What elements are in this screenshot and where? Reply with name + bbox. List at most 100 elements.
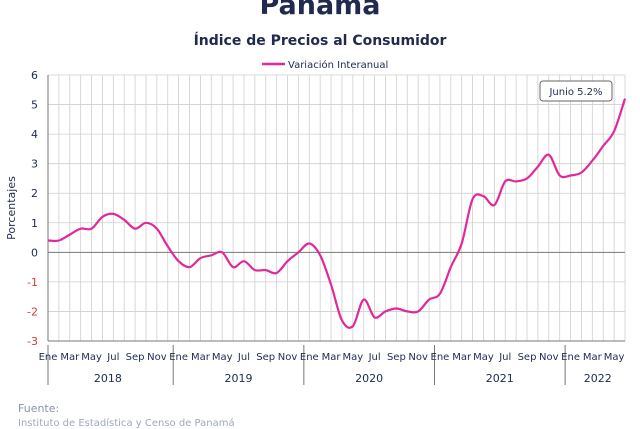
data-point	[438, 292, 441, 295]
x-tick-label: Sep	[387, 352, 406, 363]
data-point	[188, 266, 191, 269]
x-tick-label: Ene	[431, 352, 450, 363]
y-tick-label: -3	[27, 335, 38, 348]
axis-layer	[47, 75, 625, 385]
data-point	[68, 233, 71, 236]
x-tick-label: Nov	[408, 352, 428, 363]
data-point	[231, 266, 234, 269]
x-tick-label: Ene	[169, 352, 188, 363]
x-tick-label: Jul	[237, 352, 250, 363]
x-tick-label: May	[342, 352, 363, 363]
data-point	[79, 227, 82, 230]
data-point	[319, 254, 322, 257]
data-point	[482, 195, 485, 198]
data-point	[112, 212, 115, 215]
x-tick-label: Sep	[518, 352, 537, 363]
x-tick-label: Mar	[60, 352, 80, 363]
y-tick-label: 2	[31, 187, 38, 200]
series-layer	[46, 97, 627, 329]
data-point	[133, 227, 136, 230]
data-point	[166, 245, 169, 248]
data-point	[449, 266, 452, 269]
grid-layer	[47, 74, 626, 342]
data-point	[602, 144, 605, 147]
annotation-box	[539, 80, 613, 102]
x-tick-label: May	[81, 352, 102, 363]
data-point	[351, 325, 354, 328]
data-point	[329, 283, 332, 286]
data-point	[57, 239, 60, 242]
x-tick-label: Nov	[278, 352, 298, 363]
data-point	[297, 251, 300, 254]
y-tick-label: 6	[31, 69, 38, 82]
y-tick-label: 0	[31, 246, 38, 259]
data-point	[493, 203, 496, 206]
year-label: 2018	[94, 372, 122, 385]
year-label: 2019	[225, 372, 253, 385]
x-tick-label: May	[473, 352, 494, 363]
data-point	[373, 316, 376, 319]
data-point	[406, 310, 409, 313]
year-label: 2021	[486, 372, 514, 385]
data-point	[417, 310, 420, 313]
data-point	[525, 177, 528, 180]
x-tick-label: Jul	[368, 352, 381, 363]
data-point	[46, 239, 49, 242]
data-point	[275, 271, 278, 274]
y-tick-label: 5	[31, 99, 38, 112]
data-point	[199, 257, 202, 260]
x-tick-label: Mar	[583, 352, 603, 363]
x-tick-label: Sep	[126, 352, 145, 363]
data-point	[558, 174, 561, 177]
x-tick-label: Mar	[452, 352, 472, 363]
data-point	[155, 227, 158, 230]
legend-label: Variación Interanual	[288, 59, 388, 71]
data-point	[123, 218, 126, 221]
data-point	[536, 165, 539, 168]
data-point	[242, 260, 245, 263]
data-point	[515, 180, 518, 183]
chart-subtitle: Índice de Precios al Consumidor	[193, 33, 447, 49]
x-tick-label: Mar	[322, 352, 342, 363]
data-point	[210, 254, 213, 257]
x-tick-label: Nov	[147, 352, 167, 363]
y-tick-label: -2	[27, 305, 38, 318]
x-tick-label: Jul	[498, 352, 511, 363]
x-tick-label: Jul	[106, 352, 119, 363]
series-line-variacion-interanual	[47, 98, 627, 329]
data-point	[471, 198, 474, 201]
data-point	[90, 227, 93, 230]
data-point	[395, 307, 398, 310]
x-tick-label: May	[604, 352, 625, 363]
data-point	[384, 310, 387, 313]
data-point	[362, 298, 365, 301]
x-tick-label: Mar	[191, 352, 211, 363]
year-label: 2022	[584, 372, 612, 385]
data-point	[286, 260, 289, 263]
y-tick-label: 3	[31, 158, 38, 171]
y-tick-label: 1	[31, 217, 38, 230]
y-tick-label: 4	[31, 128, 38, 141]
data-point	[308, 242, 311, 245]
x-tick-label: Ene	[39, 352, 58, 363]
data-point	[427, 298, 430, 301]
x-tick-label: Sep	[256, 352, 275, 363]
x-tick-label: May	[212, 352, 233, 363]
data-point	[591, 159, 594, 162]
y-axis-title: Porcentajes	[5, 176, 18, 240]
data-point	[623, 97, 626, 100]
x-tick-label: Ene	[300, 352, 319, 363]
data-point	[547, 153, 550, 156]
year-label: 2020	[355, 372, 383, 385]
data-point	[177, 260, 180, 263]
data-point	[101, 215, 104, 218]
x-tick-label: Nov	[539, 352, 559, 363]
y-tick-label: -1	[27, 276, 38, 289]
data-point	[613, 130, 616, 133]
chart-title: Panamá	[259, 0, 381, 21]
data-point	[253, 268, 256, 271]
annotation-label: Junio 5.2%	[548, 87, 602, 98]
data-point	[504, 180, 507, 183]
